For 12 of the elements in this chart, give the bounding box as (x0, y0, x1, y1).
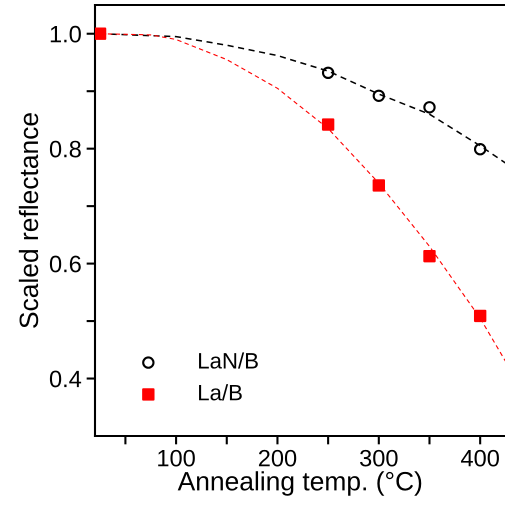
x-axis-title: Annealing temp. (°C) (178, 471, 422, 496)
y-tick-label: 0.4 (50, 370, 82, 388)
x-tick-label: 200 (258, 450, 296, 467)
legend-label: La/B (199, 384, 242, 400)
y-axis-title: Scaled reflectance (18, 113, 38, 328)
x-tick-label: 300 (360, 450, 398, 467)
x-tick-label: 100 (158, 450, 195, 467)
x-tick-label: 400 (461, 450, 499, 467)
y-tick-label: 1.0 (50, 26, 81, 43)
y-tick-label: 0.8 (50, 140, 81, 158)
legend-label: LaN/B (199, 352, 258, 369)
y-tick-label: 0.6 (50, 256, 81, 272)
